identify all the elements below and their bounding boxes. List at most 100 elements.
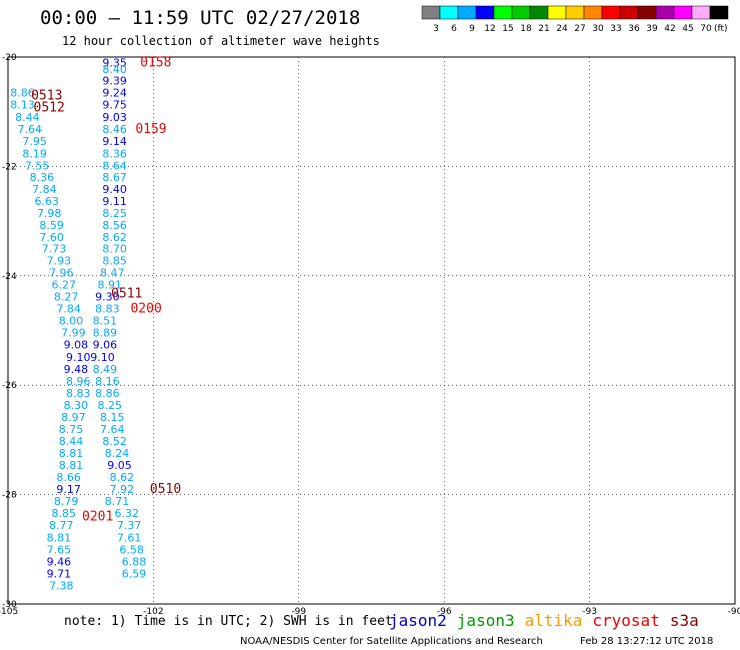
wave-height-value: 9.39 xyxy=(102,75,127,88)
y-tick-label: -22 xyxy=(2,162,17,172)
wave-height-value: 8.46 xyxy=(102,123,127,136)
colorbar-swatch xyxy=(493,5,513,20)
wave-height-value: 9.14 xyxy=(102,135,127,148)
colorbar-swatch xyxy=(655,5,675,20)
chart-title: 00:00 — 11:59 UTC 02/27/2018 xyxy=(40,7,360,29)
wave-height-value: 9.06 xyxy=(93,339,118,352)
wave-height-value: 7.65 xyxy=(47,543,72,556)
wave-height-value: 8.83 xyxy=(66,387,91,400)
pass-time-label: 0159 xyxy=(135,122,166,137)
wave-height-value: 7.64 xyxy=(100,423,125,436)
wave-height-value: 8.59 xyxy=(39,219,64,232)
wave-height-value: 9.35 xyxy=(102,56,127,69)
wave-height-value: 9.48 xyxy=(64,363,89,376)
x-tick-label: -99 xyxy=(291,607,306,617)
wave-height-value: 8.81 xyxy=(59,447,84,460)
wave-height-value: 8.36 xyxy=(30,171,55,184)
colorbar-swatch xyxy=(511,5,531,20)
wave-height-value: 7.61 xyxy=(117,531,142,544)
note-text: note: 1) Time is in UTC; 2) SWH is in fe… xyxy=(64,614,393,629)
colorbar-swatch xyxy=(475,5,495,20)
pass-time-label: 0158 xyxy=(140,55,171,70)
wave-height-value: 6.88 xyxy=(122,555,147,568)
wave-height-value: 7.64 xyxy=(18,123,43,136)
wave-height-value: 9.08 xyxy=(64,339,89,352)
wave-height-value: 7.96 xyxy=(49,267,74,280)
colorbar: 3 6 9 12 15 18 21 24 27 30 33 36 39 42 45 70 (ft) xyxy=(421,5,729,34)
colorbar-swatch xyxy=(547,5,567,20)
wave-height-value: 9.75 xyxy=(102,99,127,112)
colorbar-swatch xyxy=(583,5,603,20)
wave-height-value: 7.98 xyxy=(37,207,62,220)
colorbar-label: 30 xyxy=(592,24,604,34)
colorbar-label: 3 xyxy=(433,24,439,34)
x-tick-label: -90 xyxy=(728,607,740,617)
wave-height-value: 8.85 xyxy=(102,254,127,267)
wave-height-value: 8.15 xyxy=(100,411,125,424)
y-tick-label: -30 xyxy=(2,600,17,610)
legend-jason3: jason3 xyxy=(457,611,515,630)
x-axis-ticks: -105 -102 -99 -96 -93 -90 xyxy=(0,607,740,617)
x-tick-label: -105 xyxy=(0,607,18,617)
wave-height-value: 8.47 xyxy=(100,267,125,280)
wave-height-value: 8.86 xyxy=(10,87,35,100)
colorbar-swatch xyxy=(457,5,477,20)
wave-height-value: 7.55 xyxy=(25,159,50,172)
wave-height-value: 7.99 xyxy=(61,327,86,340)
colorbar-swatch xyxy=(673,5,693,20)
wave-height-value: 9.40 xyxy=(102,183,127,196)
colorbar-swatch xyxy=(691,5,711,20)
colorbar-swatch xyxy=(439,5,459,20)
wave-height-value: 6.59 xyxy=(122,567,147,580)
wave-height-value: 8.52 xyxy=(102,435,127,448)
colorbar-label: 6 xyxy=(451,24,457,34)
legend-cryosat: cryosat xyxy=(592,611,659,630)
wave-height-value: 9.03 xyxy=(102,111,127,124)
y-tick-label: -20 xyxy=(2,53,17,63)
wave-height-value: 8.81 xyxy=(47,531,72,544)
wave-height-value: 8.79 xyxy=(54,495,79,508)
wave-height-value: 8.36 xyxy=(102,147,127,160)
plot-frame xyxy=(7,56,736,605)
wave-height-value: 8.83 xyxy=(95,303,120,316)
y-tick-label: -28 xyxy=(2,491,17,501)
wave-height-value: 8.91 xyxy=(98,279,123,292)
wave-height-value: 6.58 xyxy=(119,543,144,556)
y-tick-label: -26 xyxy=(2,381,17,391)
wave-height-value: 8.85 xyxy=(51,507,76,520)
wave-height-value: 8.13 xyxy=(10,99,35,112)
wave-height-value: 8.30 xyxy=(64,399,89,412)
wave-height-value: 7.84 xyxy=(56,303,81,316)
colorbar-label: 24 xyxy=(556,24,568,34)
chart-subtitle: 12 hour collection of altimeter wave hei… xyxy=(62,34,380,48)
wave-height-value: 8.00 xyxy=(59,315,84,328)
wave-height-value: 8.81 xyxy=(59,459,84,472)
wave-height-value: 9.71 xyxy=(47,567,72,580)
wave-height-value: 9.30 xyxy=(95,291,120,304)
colorbar-label: 18 xyxy=(520,24,532,34)
wave-height-value: 7.93 xyxy=(47,254,72,267)
wave-height-value: 8.40 xyxy=(102,63,127,76)
colorbar-swatch xyxy=(637,5,657,20)
colorbar-label: 21 xyxy=(538,24,549,34)
wave-height-value: 9.10 xyxy=(66,351,91,364)
wave-height-value: 8.56 xyxy=(102,219,127,232)
wave-height-value: 8.67 xyxy=(102,171,127,184)
colorbar-label: 33 xyxy=(610,24,621,34)
legend-s3a: s3a xyxy=(670,611,699,630)
plot-area: -105-102-99-96-93-90 -20-22-24-26-28-30 … xyxy=(0,53,740,617)
colorbar-label: (ft) xyxy=(714,24,728,34)
wave-height-value: 8.86 xyxy=(95,387,120,400)
wave-height-value: 7.95 xyxy=(22,135,47,148)
timestamp-text: Feb 28 13:27:12 UTC 2018 xyxy=(580,636,713,647)
wave-height-value: 8.44 xyxy=(15,111,40,124)
wave-height-value: 8.19 xyxy=(22,147,47,160)
wave-height-value: 6.63 xyxy=(35,195,60,208)
wave-height-value: 8.62 xyxy=(110,471,135,484)
wave-height-value: 8.16 xyxy=(95,375,120,388)
wave-height-value: 7.84 xyxy=(32,183,57,196)
colorbar-label: 36 xyxy=(628,24,640,34)
colorbar-swatch xyxy=(601,5,621,20)
x-tick-label: -102 xyxy=(143,607,163,617)
colorbar-label: 39 xyxy=(646,24,658,34)
